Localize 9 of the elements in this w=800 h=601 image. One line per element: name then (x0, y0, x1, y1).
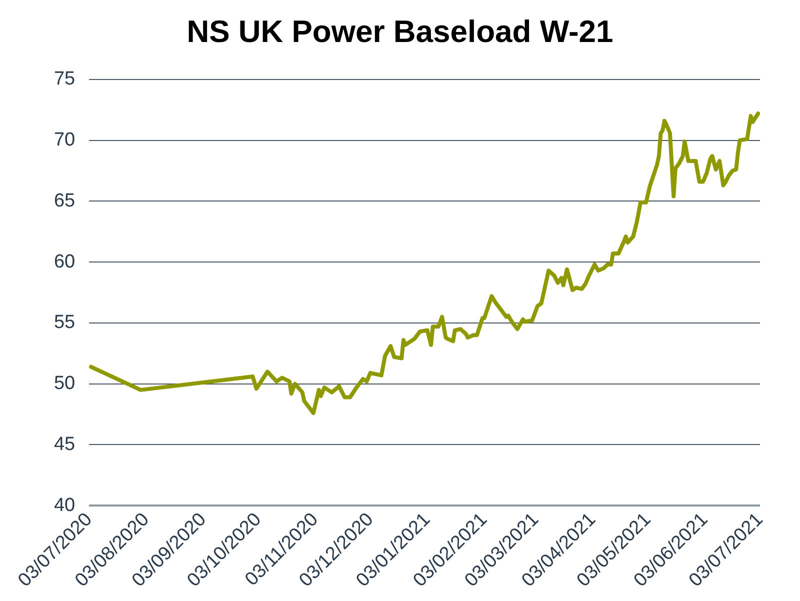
y-tick-label: 55 (54, 312, 76, 334)
y-tick-label: 75 (54, 68, 76, 90)
y-tick-label: 70 (54, 130, 76, 151)
y-tick-label: 45 (54, 434, 76, 455)
y-tick-label: 65 (54, 190, 76, 212)
chart-title: NS UK Power Baseload W-21 (186, 14, 614, 51)
y-tick-label: 50 (54, 373, 76, 394)
y-tick-label: 40 (54, 494, 76, 516)
y-tick-label: 60 (54, 251, 76, 272)
